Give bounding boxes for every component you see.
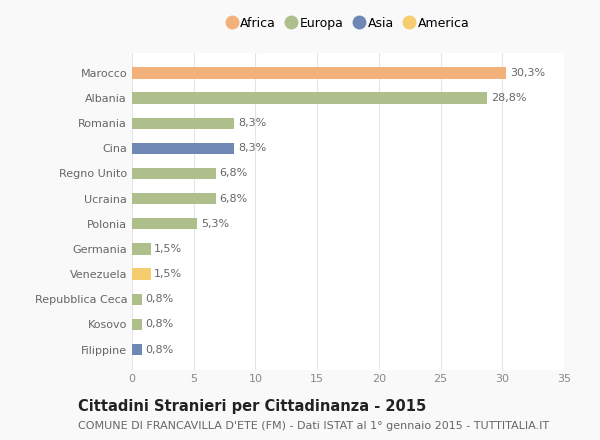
Bar: [132, 92, 487, 104]
Bar: [132, 344, 142, 355]
Text: 6,8%: 6,8%: [220, 194, 248, 204]
Text: 8,3%: 8,3%: [238, 143, 266, 153]
Bar: [132, 319, 142, 330]
Bar: [132, 243, 151, 255]
Text: 0,8%: 0,8%: [146, 294, 174, 304]
Text: 28,8%: 28,8%: [491, 93, 527, 103]
Text: 5,3%: 5,3%: [201, 219, 229, 229]
Text: 1,5%: 1,5%: [154, 269, 182, 279]
Text: 8,3%: 8,3%: [238, 118, 266, 128]
Text: 1,5%: 1,5%: [154, 244, 182, 254]
Text: Cittadini Stranieri per Cittadinanza - 2015: Cittadini Stranieri per Cittadinanza - 2…: [78, 400, 426, 414]
Text: COMUNE DI FRANCAVILLA D'ETE (FM) - Dati ISTAT al 1° gennaio 2015 - TUTTITALIA.IT: COMUNE DI FRANCAVILLA D'ETE (FM) - Dati …: [78, 421, 549, 431]
Bar: [132, 268, 151, 280]
Bar: [132, 168, 216, 179]
Text: 30,3%: 30,3%: [509, 68, 545, 78]
Bar: [132, 117, 235, 129]
Text: 0,8%: 0,8%: [146, 319, 174, 330]
Legend: Africa, Europa, Asia, America: Africa, Europa, Asia, America: [221, 11, 475, 34]
Bar: [132, 218, 197, 229]
Text: 0,8%: 0,8%: [146, 345, 174, 355]
Bar: [132, 293, 142, 305]
Text: 6,8%: 6,8%: [220, 169, 248, 179]
Bar: [132, 143, 235, 154]
Bar: [132, 193, 216, 204]
Bar: [132, 67, 506, 78]
